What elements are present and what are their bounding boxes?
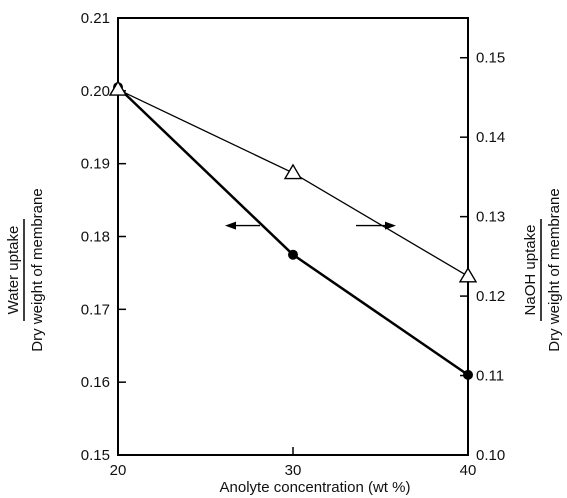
- right-y-tick-label-3: 0.13: [476, 209, 505, 226]
- right-axis-title: NaOH uptake Dry weight of membrane: [522, 188, 563, 351]
- left-y-tick-label-1: 0.16: [81, 374, 110, 391]
- right-axis-arrow-head: [385, 221, 396, 230]
- right-axis-title-numerator: NaOH uptake: [522, 225, 539, 316]
- left-axis-arrow-head: [225, 221, 236, 230]
- series-1-point-0: [108, 80, 128, 96]
- series-0-point-2: [463, 369, 473, 380]
- left-axis-title-denominator: Dry weight of membrane: [29, 188, 46, 351]
- right-y-tick-label-4: 0.14: [476, 129, 505, 146]
- right-y-tick-label-1: 0.11: [476, 368, 504, 385]
- right-axis-title-denominator: Dry weight of membrane: [546, 188, 563, 351]
- left-y-tick-label-5: 0.20: [81, 83, 110, 100]
- right-y-tick-label-0: 0.10: [476, 447, 505, 464]
- series-1-point-1: [283, 163, 303, 180]
- left-y-tick-label-0: 0.15: [81, 447, 110, 464]
- left-y-tick-label-3: 0.18: [81, 229, 110, 246]
- x-axis-title: Anolyte concentration (wt %): [220, 479, 411, 496]
- left-y-tick-label-6: 0.21: [81, 10, 110, 27]
- right-y-tick-label-2: 0.12: [476, 288, 505, 305]
- x-tick-label-1: 30: [285, 462, 302, 479]
- left-y-tick-label-2: 0.17: [81, 301, 110, 318]
- left-y-tick-label-4: 0.19: [81, 156, 110, 173]
- left-axis-title: Water uptake Dry weight of membrane: [5, 188, 46, 351]
- x-tick-label-0: 20: [110, 462, 127, 479]
- x-tick-label-2: 40: [460, 462, 477, 479]
- series-0-point-1: [288, 249, 298, 260]
- right-y-tick-label-5: 0.15: [476, 50, 505, 67]
- series-1-point-2: [458, 266, 478, 283]
- left-axis-title-numerator: Water uptake: [5, 226, 22, 315]
- series-0-line: [117, 86, 469, 376]
- plot-frame: [117, 17, 469, 456]
- series-1-line: [117, 88, 469, 277]
